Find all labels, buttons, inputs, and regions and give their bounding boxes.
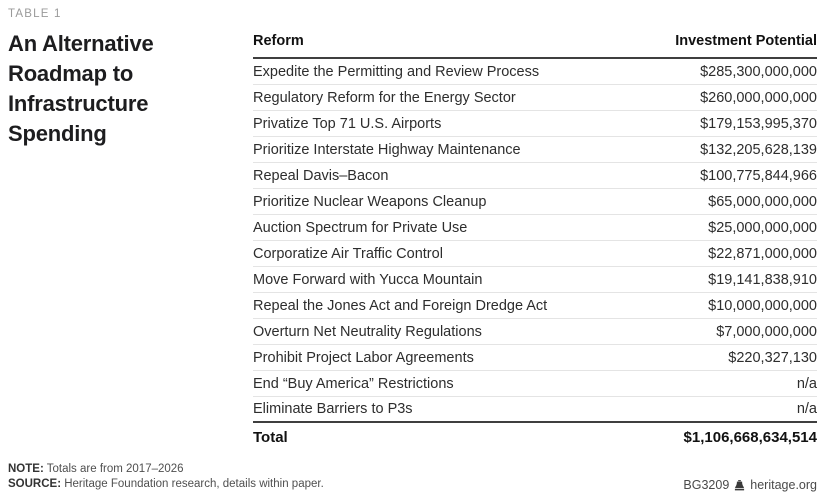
table-row: Repeal Davis–Bacon $100,775,844,966 bbox=[253, 163, 817, 189]
table-row: Auction Spectrum for Private Use $25,000… bbox=[253, 215, 817, 241]
reform-cell: Auction Spectrum for Private Use bbox=[253, 219, 468, 236]
table-row: Corporatize Air Traffic Control $22,871,… bbox=[253, 241, 817, 267]
investment-cell: $100,775,844,966 bbox=[700, 167, 817, 184]
table-row: Overturn Net Neutrality Regulations $7,0… bbox=[253, 319, 817, 345]
reform-cell: Expedite the Permitting and Review Proce… bbox=[253, 63, 540, 80]
data-table: Reform Investment Potential Expedite the… bbox=[253, 31, 817, 451]
reform-cell: Eliminate Barriers to P3s bbox=[253, 401, 413, 417]
investment-cell: $285,300,000,000 bbox=[700, 63, 817, 80]
total-value: $1,106,668,634,514 bbox=[683, 428, 817, 446]
table-row: End “Buy America” Restrictions n/a bbox=[253, 371, 817, 397]
investment-cell: $7,000,000,000 bbox=[716, 323, 817, 340]
table-row: Regulatory Reform for the Energy Sector … bbox=[253, 85, 817, 111]
investment-cell: $19,141,838,910 bbox=[708, 271, 817, 288]
reform-cell: Corporatize Air Traffic Control bbox=[253, 245, 443, 262]
site-url: heritage.org bbox=[750, 478, 817, 492]
investment-cell: $179,153,995,370 bbox=[700, 115, 817, 132]
reform-cell: Privatize Top 71 U.S. Airports bbox=[253, 115, 442, 132]
title-line-3: Infrastructure bbox=[8, 91, 149, 116]
column-header-investment: Investment Potential bbox=[675, 33, 817, 49]
investment-cell: $220,327,130 bbox=[728, 349, 817, 366]
footnotes: NOTE: Totals are from 2017–2026 SOURCE: … bbox=[8, 462, 324, 492]
investment-cell: $22,871,000,000 bbox=[708, 245, 817, 262]
table-row: Eliminate Barriers to P3s n/a bbox=[253, 397, 817, 423]
investment-cell: $10,000,000,000 bbox=[708, 297, 817, 314]
source-label: SOURCE: bbox=[8, 478, 62, 490]
table-row: Prioritize Interstate Highway Maintenanc… bbox=[253, 137, 817, 163]
table-row: Move Forward with Yucca Mountain $19,141… bbox=[253, 267, 817, 293]
source-text: Heritage Foundation research, details wi… bbox=[61, 478, 324, 490]
investment-cell: $260,000,000,000 bbox=[700, 89, 817, 106]
investment-cell: n/a bbox=[796, 401, 817, 417]
reform-cell: Prohibit Project Labor Agreements bbox=[253, 349, 474, 366]
investment-cell: $25,000,000,000 bbox=[708, 219, 817, 236]
table-row: Expedite the Permitting and Review Proce… bbox=[253, 59, 817, 85]
reform-cell: Prioritize Nuclear Weapons Cleanup bbox=[253, 193, 487, 210]
investment-cell: $132,205,628,139 bbox=[700, 141, 817, 158]
table-row: Prioritize Nuclear Weapons Cleanup $65,0… bbox=[253, 189, 817, 215]
table-number-label: TABLE 1 bbox=[8, 8, 62, 20]
table-row: Prohibit Project Labor Agreements $220,3… bbox=[253, 345, 817, 371]
reform-cell: Regulatory Reform for the Energy Sector bbox=[253, 89, 516, 106]
reform-cell: Prioritize Interstate Highway Maintenanc… bbox=[253, 141, 521, 158]
reform-cell: Move Forward with Yucca Mountain bbox=[253, 271, 483, 288]
reform-cell: Repeal Davis–Bacon bbox=[253, 167, 389, 184]
note-label: NOTE: bbox=[8, 463, 44, 475]
page-title: An Alternative Roadmap to Infrastructure… bbox=[8, 29, 246, 149]
total-label: Total bbox=[253, 428, 288, 446]
title-block: TABLE 1 An Alternative Roadmap to Infras… bbox=[8, 8, 246, 149]
investment-cell: n/a bbox=[796, 375, 817, 392]
title-line-4: Spending bbox=[8, 121, 107, 146]
table-header-row: Reform Investment Potential bbox=[253, 31, 817, 59]
source-line: SOURCE: Heritage Foundation research, de… bbox=[8, 477, 324, 492]
title-line-2: Roadmap to bbox=[8, 61, 134, 86]
title-line-1: An Alternative bbox=[8, 31, 154, 56]
liberty-bell-icon bbox=[733, 479, 746, 492]
reform-cell: Repeal the Jones Act and Foreign Dredge … bbox=[253, 297, 548, 314]
reform-cell: Overturn Net Neutrality Regulations bbox=[253, 323, 482, 340]
reform-cell: End “Buy America” Restrictions bbox=[253, 375, 454, 392]
note-text: Totals are from 2017–2026 bbox=[43, 463, 184, 475]
table-row: Repeal the Jones Act and Foreign Dredge … bbox=[253, 293, 817, 319]
footer-credit: BG3209 heritage.org bbox=[683, 478, 817, 492]
note-line: NOTE: Totals are from 2017–2026 bbox=[8, 462, 324, 477]
table-total-row: Total $1,106,668,634,514 bbox=[253, 423, 817, 451]
investment-cell: $65,000,000,000 bbox=[708, 193, 817, 210]
document-id: BG3209 bbox=[683, 478, 730, 492]
table-row: Privatize Top 71 U.S. Airports $179,153,… bbox=[253, 111, 817, 137]
column-header-reform: Reform bbox=[253, 33, 304, 49]
